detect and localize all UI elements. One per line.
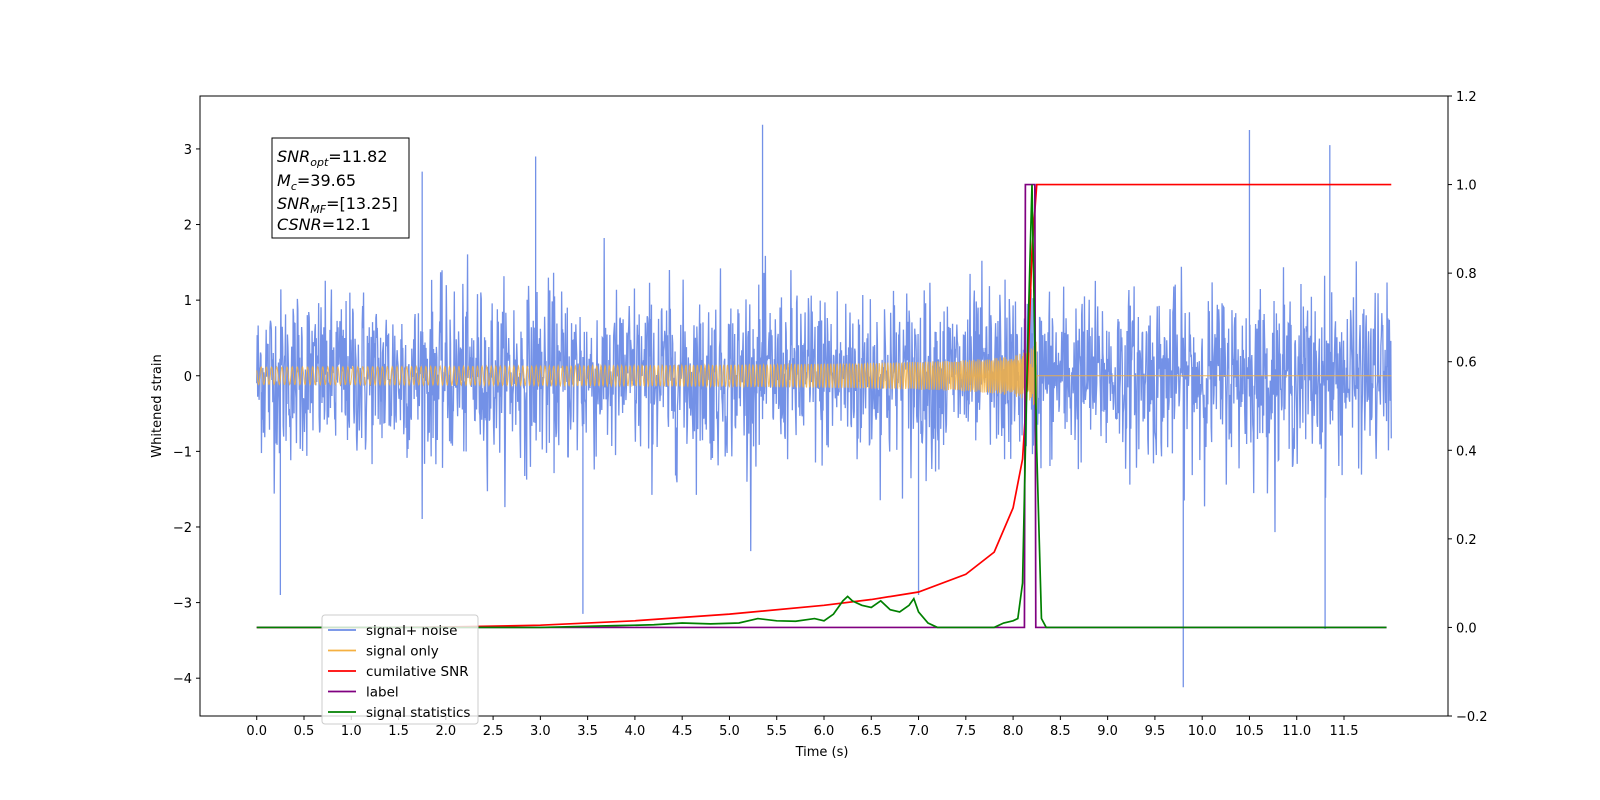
x-tick-label: 10.0 [1188,724,1217,739]
legend-frame [321,614,479,725]
x-tick-label: 2.5 [483,724,504,739]
x-tick-label: 9.0 [1097,724,1118,739]
legend-label: label [366,685,399,701]
y-tick-label: −4 [173,672,192,687]
y-tick-label: 2 [184,219,192,234]
info-snr-mf: SNRMF=[13.25] [277,194,398,216]
info-box-frame [271,137,410,239]
y-axis-right: −0.2 0.0 0.2 0.4 0.6 0.8 1.0 1.2 [1448,90,1488,725]
y2-tick-label: 0.0 [1456,621,1477,636]
x-tick-label: 11.5 [1330,724,1359,739]
x-tick-label: 0.0 [246,724,267,739]
y2-tick-label: 1.2 [1456,90,1477,105]
y-tick-label: 0 [184,370,192,385]
y2-tick-label: −0.2 [1456,710,1488,725]
series-signal-statistics-line [256,184,1387,629]
x-tick-label: 8.5 [1050,724,1071,739]
info-snr-opt: SNRopt=11.82 [277,147,388,169]
x-tick-label: 1.5 [388,724,409,739]
x-tick-label: 9.5 [1145,724,1166,739]
legend-label: cumilative SNR [366,664,469,680]
y2-tick-label: 0.2 [1456,533,1477,548]
y2-tick-label: 1.0 [1456,179,1477,194]
info-box: SNRopt=11.82 Mc=39.65 SNRMF=[13.25] CSNR… [271,137,410,239]
info-mc: Mc=39.65 [277,171,356,193]
x-tick-label: 2.0 [435,724,456,739]
legend-label: signal statistics [366,705,470,721]
x-tick-label: 5.5 [766,724,787,739]
x-tick-label: 8.0 [1003,724,1024,739]
legend: signal+ noise signal only cumilative SNR la… [321,614,479,725]
x-tick-label: 1.0 [341,724,362,739]
x-tick-label: 4.5 [672,724,693,739]
x-axis-label: Time (s) [795,745,849,760]
series-layer [256,124,1392,688]
y-axis-left: −4 −3 −2 −1 0 1 2 3 [173,143,200,687]
x-tick-label: 7.5 [955,724,976,739]
series-cumilative-snr-line [256,183,1392,629]
x-axis: 0.0 0.5 1.0 1.5 2.0 2.5 3.0 3.5 4.0 4.5 5.0 5.5 6.0 6… [246,716,1358,739]
x-tick-label: 4.0 [625,724,646,739]
x-tick-label: 0.5 [294,724,315,739]
y-tick-label: 1 [184,294,192,309]
y-tick-label: −1 [173,445,192,460]
y2-tick-label: 0.6 [1456,356,1477,371]
x-tick-label: 11.0 [1282,724,1311,739]
x-tick-label: 6.0 [814,724,835,739]
x-tick-label: 6.5 [861,724,882,739]
y-tick-label: 3 [184,143,192,158]
x-tick-label: 3.0 [530,724,551,739]
series-signal-noise-line [256,124,1392,688]
x-tick-label: 5.0 [719,724,740,739]
y2-tick-label: 0.4 [1456,444,1477,459]
legend-label: signal+ noise [366,623,457,639]
x-tick-label: 10.5 [1235,724,1264,739]
y-axis-label: Whitened strain [150,354,165,457]
x-tick-label: 3.5 [577,724,598,739]
info-csnr: CSNR=12.1 [277,215,371,234]
legend-label: signal only [366,644,439,660]
y2-tick-label: 0.8 [1456,267,1477,282]
y-tick-label: −2 [173,521,192,536]
x-tick-label: 7.0 [908,724,929,739]
y-tick-label: −3 [173,597,192,612]
series-signal-only-line [256,341,1392,409]
